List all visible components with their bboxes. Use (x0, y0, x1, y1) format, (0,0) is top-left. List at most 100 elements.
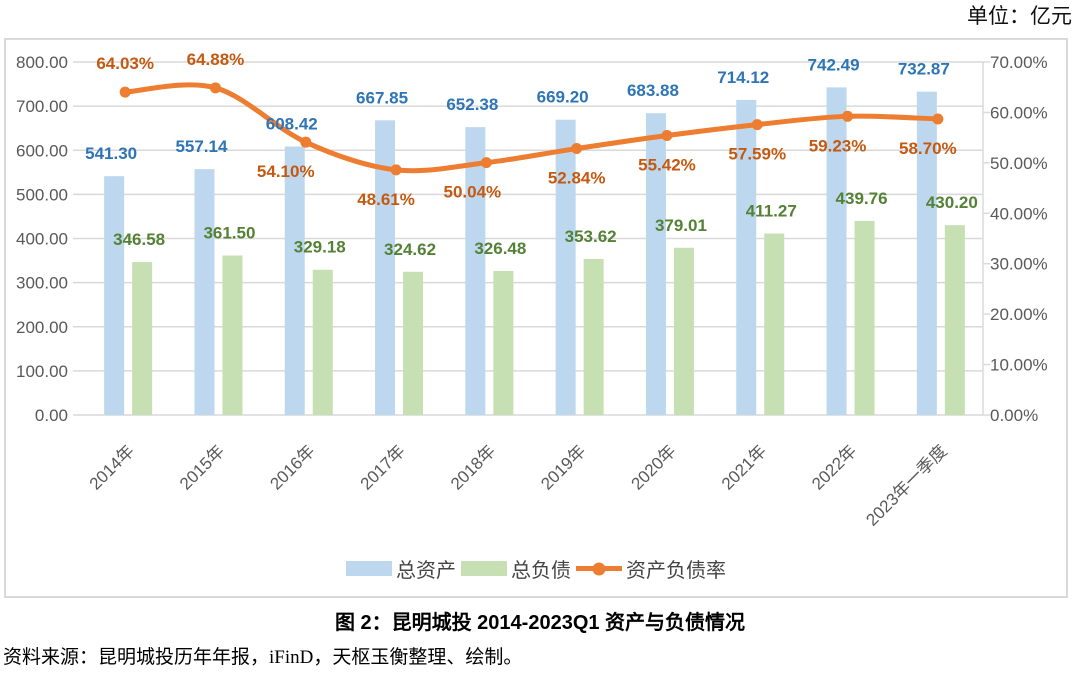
debt-ratio-marker (751, 119, 763, 131)
debt-ratio-line (122, 82, 941, 174)
debt-ratio-label: 52.84% (548, 169, 606, 188)
category-label: 2019年 (537, 441, 589, 493)
bar-total-liabilities (312, 269, 333, 415)
left-axis-tick-label: 600.00 (16, 141, 68, 160)
left-axis-tick-label: 300.00 (16, 274, 68, 293)
legend-item-total-liabilities: 总负债 (461, 554, 571, 583)
asset-value-label: 683.88 (627, 81, 679, 100)
chart-canvas: 541.30 346.58 64.03% 557.14 361.50 64.88% 608.… (16, 50, 1048, 530)
debt-ratio-label: 58.70% (899, 139, 957, 158)
debt-ratio-marker (300, 136, 312, 148)
right-axis-tick-label: 50.00% (990, 154, 1048, 173)
debt-ratio-marker (842, 110, 854, 122)
bar-total-liabilities (673, 247, 694, 415)
liability-value-label: 346.58 (113, 230, 165, 249)
bar-total-liabilities (132, 262, 153, 415)
asset-value-label: 608.42 (266, 115, 318, 134)
debt-ratio-label: 55.42% (638, 156, 696, 175)
debt-ratio-label: 54.10% (257, 162, 315, 181)
liability-value-label: 353.62 (565, 227, 617, 246)
bar-total-assets (465, 127, 486, 415)
legend-dot-icon (592, 562, 606, 575)
legend-item-total-assets: 总资产 (346, 554, 456, 583)
liability-value-label: 329.18 (294, 238, 346, 257)
right-axis-tick-label: 70.00% (990, 53, 1048, 72)
debt-ratio-label: 50.04% (444, 183, 502, 202)
left-axis-tick-label: 700.00 (16, 97, 68, 116)
liability-value-label: 411.27 (746, 202, 797, 221)
bar-total-liabilities (583, 258, 604, 415)
legend-item-debt-ratio: 资产负债率 (576, 554, 726, 583)
bar-total-assets (284, 146, 305, 415)
bar-total-assets (194, 169, 215, 415)
liability-value-label: 326.48 (474, 239, 526, 258)
debt-ratio-marker (480, 157, 492, 169)
debt-ratio-label: 64.03% (96, 54, 154, 73)
debt-ratio-label: 48.61% (357, 190, 415, 209)
right-axis-tick-label: 20.00% (990, 305, 1048, 324)
legend-label-total-assets: 总资产 (396, 560, 456, 582)
category-label: 2015年 (176, 441, 228, 493)
category-label: 2014年 (86, 441, 138, 493)
bar-total-liabilities (222, 255, 243, 415)
category-label: 2020年 (628, 441, 680, 493)
right-axis-tick-label: 0.00% (990, 406, 1038, 425)
bar-total-liabilities (854, 220, 875, 415)
liability-value-label: 361.50 (203, 223, 255, 242)
bar-total-assets (645, 113, 666, 416)
debt-ratio-marker (661, 130, 673, 142)
bar-total-assets (555, 119, 576, 415)
debt-ratio-marker (119, 86, 131, 98)
asset-value-label: 714.12 (717, 68, 769, 87)
bar-total-assets (375, 120, 396, 415)
bar-total-assets (736, 99, 757, 416)
bar-total-liabilities (944, 225, 965, 415)
unit-label: 单位：亿元 (967, 4, 1072, 28)
bar-total-assets (826, 87, 847, 415)
debt-ratio-marker (571, 143, 583, 155)
left-axis-tick-label: 400.00 (16, 230, 68, 249)
right-axis-tick-label: 60.00% (990, 103, 1048, 122)
left-axis-tick-label: 0.00 (35, 406, 68, 425)
right-axis-tick-label: 30.00% (990, 255, 1048, 274)
liability-value-label: 324.62 (384, 240, 436, 259)
left-axis-tick-label: 500.00 (16, 185, 68, 204)
debt-ratio-label: 59.23% (809, 136, 867, 155)
figure-title: 图 2：昆明城投 2014-2023Q1 资产与负债情况 (334, 612, 746, 634)
asset-value-label: 669.20 (537, 88, 589, 107)
category-label: 2023年一季度 (862, 441, 950, 529)
asset-value-label: 557.14 (175, 137, 228, 156)
asset-value-label: 541.30 (85, 144, 137, 163)
liability-value-label: 430.20 (926, 193, 978, 212)
debt-ratio-marker (390, 164, 402, 176)
chart-frame: 541.30 346.58 64.03% 557.14 361.50 64.88% 608.… (4, 38, 1068, 598)
legend-label-debt-ratio: 资产负债率 (626, 560, 726, 582)
category-label: 2021年 (718, 441, 770, 493)
legend-swatch-total-liabilities (461, 561, 507, 576)
figure-source: 资料来源：昆明城投历年年报，iFinD，天枢玉衡整理、绘制。 (3, 647, 523, 668)
liability-value-label: 379.01 (655, 216, 707, 235)
asset-value-label: 667.85 (356, 88, 408, 107)
asset-value-label: 742.49 (808, 55, 860, 74)
chart-legend: 总资产 总负债 资产负债率 (6, 554, 1066, 583)
debt-ratio-marker (209, 82, 221, 94)
left-axis-tick-label: 200.00 (16, 318, 68, 337)
bar-total-liabilities (403, 271, 424, 415)
category-label: 2016年 (266, 441, 318, 493)
left-axis-tick-label: 800.00 (16, 53, 68, 72)
liability-value-label: 439.76 (836, 189, 888, 208)
right-axis-tick-label: 10.00% (990, 356, 1048, 375)
bar-total-assets (104, 176, 125, 415)
bar-total-assets (916, 91, 937, 416)
bar-total-liabilities (493, 270, 514, 415)
debt-ratio-label: 57.59% (728, 145, 786, 164)
legend-line-marker-icon (576, 562, 622, 575)
category-label: 2022年 (808, 441, 860, 493)
legend-label-total-liabilities: 总负债 (511, 560, 571, 582)
legend-swatch-total-assets (346, 561, 392, 576)
asset-value-label: 732.87 (898, 60, 950, 79)
debt-ratio-label: 64.88% (187, 50, 245, 69)
debt-ratio-marker (932, 113, 944, 125)
category-label: 2017年 (357, 441, 409, 493)
